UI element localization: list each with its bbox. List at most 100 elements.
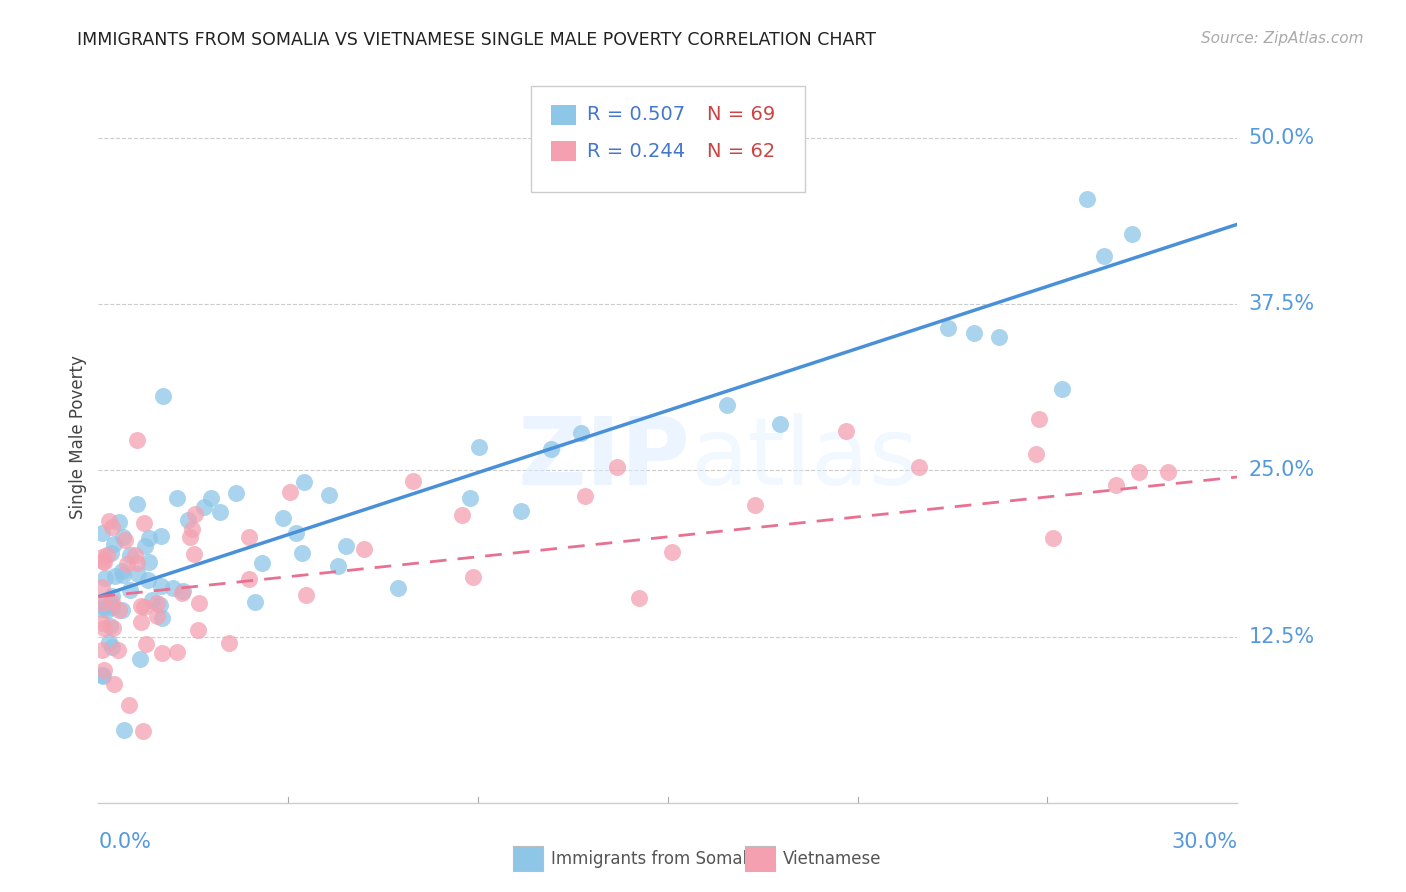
Point — [98, 597, 121, 611]
FancyBboxPatch shape — [531, 86, 804, 192]
Point — [146, 609, 169, 624]
Point — [120, 548, 142, 562]
Point — [145, 596, 167, 610]
Point — [138, 555, 160, 569]
Point — [98, 619, 121, 633]
Point — [101, 640, 124, 655]
Text: Source: ZipAtlas.com: Source: ZipAtlas.com — [1201, 31, 1364, 46]
Point — [177, 513, 200, 527]
Point — [101, 621, 124, 635]
Point — [292, 475, 315, 490]
Point — [136, 573, 159, 587]
Point — [125, 556, 148, 570]
Point — [107, 642, 129, 657]
Point — [187, 623, 209, 637]
Point — [115, 557, 138, 571]
Point — [335, 539, 357, 553]
Point — [1105, 477, 1128, 491]
FancyBboxPatch shape — [513, 847, 543, 871]
Point — [744, 498, 766, 512]
Point — [540, 442, 562, 456]
Text: 50.0%: 50.0% — [1249, 128, 1315, 148]
Text: 25.0%: 25.0% — [1249, 460, 1315, 480]
Point — [100, 546, 122, 560]
Point — [108, 515, 131, 529]
Text: 0.0%: 0.0% — [98, 832, 152, 852]
Point — [91, 615, 114, 630]
Point — [569, 426, 592, 441]
Point — [461, 569, 484, 583]
Text: ZIP: ZIP — [517, 413, 690, 505]
Point — [129, 651, 152, 665]
Point — [1076, 192, 1098, 206]
Point — [218, 636, 240, 650]
Point — [162, 581, 184, 595]
Point — [181, 522, 204, 536]
Point — [606, 460, 628, 475]
Point — [91, 550, 114, 565]
Point — [1157, 465, 1180, 479]
Point — [97, 514, 120, 528]
Point — [166, 645, 188, 659]
Text: N = 62: N = 62 — [707, 142, 775, 161]
Point — [93, 663, 115, 677]
Text: Vietnamese: Vietnamese — [783, 849, 882, 868]
Point — [252, 556, 274, 570]
Point — [141, 593, 163, 607]
Point — [150, 611, 173, 625]
Point — [132, 724, 155, 739]
Point — [127, 433, 149, 447]
Point — [104, 568, 127, 582]
Point — [91, 602, 114, 616]
Point — [91, 668, 114, 682]
Point — [91, 554, 114, 568]
Text: 37.5%: 37.5% — [1249, 294, 1315, 314]
Point — [91, 525, 114, 540]
Point — [318, 488, 340, 502]
Point — [1128, 465, 1150, 479]
Point — [908, 459, 931, 474]
Point — [628, 591, 651, 605]
Point — [1121, 227, 1143, 242]
Text: 30.0%: 30.0% — [1171, 832, 1237, 852]
Point — [179, 530, 201, 544]
Point — [962, 326, 984, 340]
Point — [94, 571, 117, 585]
Point — [170, 586, 193, 600]
Point — [987, 330, 1010, 344]
FancyBboxPatch shape — [745, 847, 775, 871]
Point — [149, 598, 172, 612]
Point — [326, 559, 349, 574]
Point — [112, 530, 135, 544]
Point — [1028, 412, 1050, 426]
Point — [101, 589, 124, 603]
Point — [112, 567, 135, 582]
Point — [101, 520, 124, 534]
Point — [149, 529, 172, 543]
Text: R = 0.244: R = 0.244 — [586, 142, 685, 161]
Point — [1042, 531, 1064, 545]
Point — [103, 677, 125, 691]
Point — [101, 600, 124, 615]
Point — [936, 320, 959, 334]
Point — [225, 486, 247, 500]
Point — [1092, 250, 1115, 264]
Point — [193, 500, 215, 514]
Text: 12.5%: 12.5% — [1249, 626, 1315, 647]
Point — [91, 595, 114, 609]
Point — [209, 505, 232, 519]
Point — [96, 603, 118, 617]
Point — [278, 484, 301, 499]
Point — [574, 489, 596, 503]
Point — [103, 536, 125, 550]
Point — [661, 545, 683, 559]
Point — [93, 555, 115, 569]
Point — [111, 564, 134, 578]
Point — [134, 516, 156, 531]
Point — [245, 595, 267, 609]
Point — [125, 498, 148, 512]
Point — [91, 642, 114, 657]
Point — [353, 541, 375, 556]
Point — [150, 578, 173, 592]
Point — [150, 647, 173, 661]
